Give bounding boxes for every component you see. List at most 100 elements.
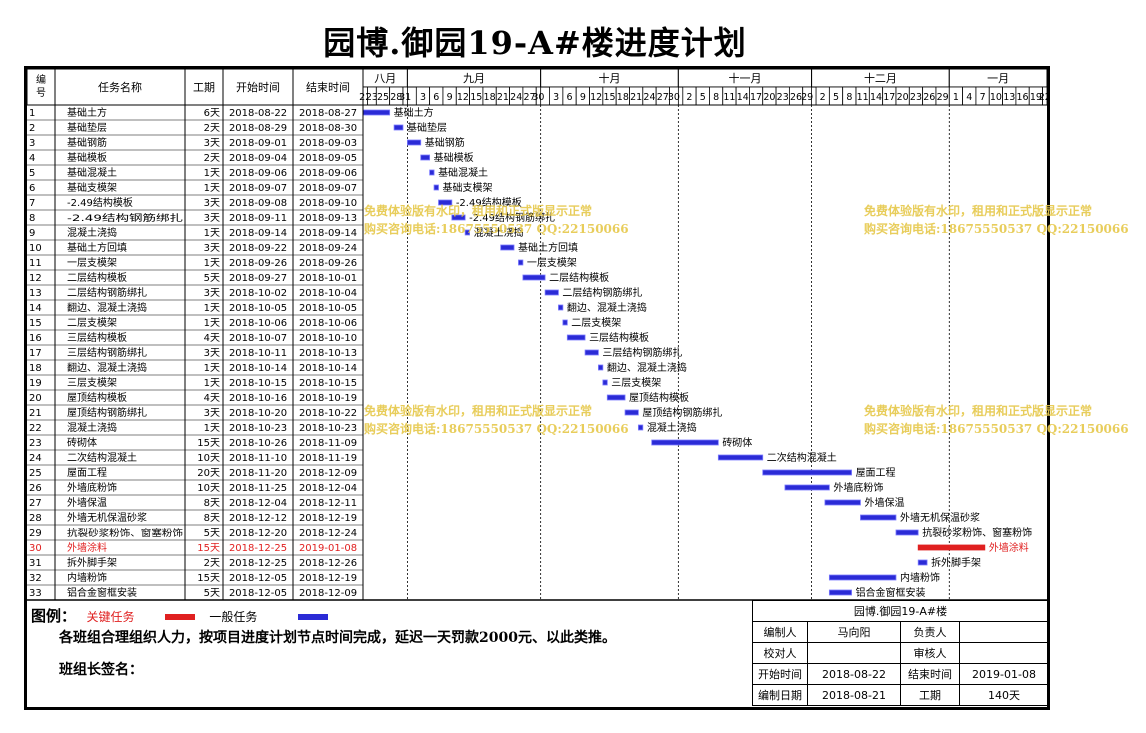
task-name: 抗裂砂浆粉饰、窗塞粉饰	[67, 527, 183, 539]
task-bar-label: 外墙无机保温砂浆	[900, 511, 980, 524]
legend-critical-swatch	[164, 614, 195, 620]
day-label: 22	[1039, 92, 1047, 103]
task-name: 拆外脚手架	[67, 556, 117, 569]
task-bar	[518, 259, 524, 266]
task-start: 2018-09-27	[229, 273, 287, 284]
task-start: 2018-08-29	[229, 123, 287, 134]
task-bar	[464, 229, 470, 236]
task-duration: 1天	[204, 183, 220, 194]
day-label: 12	[590, 92, 602, 103]
task-name: 外墙涂料	[67, 541, 107, 554]
task-start: 2018-10-16	[229, 393, 287, 404]
task-end: 2018-09-14	[299, 228, 357, 239]
task-start: 2018-09-22	[229, 243, 287, 254]
task-bar	[429, 169, 435, 176]
task-bar-label: 二层支模架	[571, 317, 621, 329]
task-name: 二层结构模板	[67, 271, 127, 284]
task-bar	[362, 109, 391, 116]
task-bar	[917, 559, 928, 566]
task-end: 2018-10-13	[299, 348, 357, 359]
day-label: 13	[1003, 92, 1015, 103]
watermark: 免费体验版有水印，租用和正式版显示正常 购买咨询电话:18675550537 Q…	[864, 202, 1129, 238]
task-id: 16	[29, 333, 42, 344]
task-end: 2018-10-19	[299, 393, 357, 404]
day-label: 20	[763, 92, 775, 103]
task-start: 2018-10-05	[229, 303, 287, 314]
info-checker-label: 校对人	[752, 642, 808, 664]
task-name: 二层支模架	[67, 317, 117, 329]
task-name: -2.49结构模板	[67, 196, 133, 209]
day-label: 23	[910, 92, 922, 103]
day-label: 26	[790, 92, 802, 103]
task-id: 23	[29, 438, 42, 449]
legend-label: 图例：	[31, 607, 77, 625]
task-bar-label: 一层支模架	[527, 257, 577, 269]
task-bar	[500, 244, 515, 251]
task-bar-label: 基础土方	[394, 106, 434, 119]
watermark-line: 购买咨询电话:18675550537 QQ:22150066	[864, 422, 1129, 436]
task-end: 2018-09-13	[299, 213, 357, 224]
task-end: 2018-10-04	[299, 288, 357, 299]
task-duration: 10天	[197, 453, 220, 464]
watermark: 免费体验版有水印，租用和正式版显示正常 购买咨询电话:18675550537 Q…	[364, 202, 629, 238]
task-start: 2018-12-20	[229, 528, 287, 539]
task-bar-label: 基础支模架	[443, 181, 493, 194]
task-name: 基础混凝土	[67, 166, 117, 179]
task-bar	[407, 139, 422, 146]
month-label: 八月	[374, 72, 396, 85]
day-label: 27	[657, 92, 669, 103]
task-bar-label: 二次结构混凝土	[767, 451, 837, 464]
task-duration: 4天	[204, 333, 220, 344]
task-name: 三层结构钢筋绑扎	[67, 346, 147, 359]
task-end: 2018-12-19	[299, 513, 357, 524]
header-start: 开始时间	[236, 80, 280, 94]
task-end: 2018-12-24	[299, 528, 357, 539]
task-name: 三层支模架	[67, 377, 117, 389]
task-name: 一层支模架	[67, 257, 117, 269]
watermark: 免费体验版有水印，租用和正式版显示正常 购买咨询电话:18675550537 Q…	[364, 402, 629, 438]
task-start: 2018-10-20	[229, 408, 287, 419]
task-id: 15	[29, 318, 42, 329]
task-bar-label: 外墙涂料	[989, 541, 1029, 554]
task-duration: 1天	[204, 363, 220, 374]
task-id: 20	[29, 393, 42, 404]
task-duration: 4天	[204, 393, 220, 404]
task-name: 外墙底粉饰	[67, 481, 117, 494]
task-duration: 15天	[197, 573, 220, 584]
penalty-note: 各班组合理组织人力，按项目进度计划节点时间完成，延迟一天罚款2000元、以此类推…	[59, 630, 616, 646]
task-name: 混凝土浇捣	[67, 421, 117, 434]
task-start: 2018-12-25	[229, 543, 287, 554]
day-label: 5	[833, 92, 839, 103]
task-id: 28	[29, 513, 42, 524]
task-bar-label: 混凝土浇捣	[474, 226, 524, 239]
task-id: 1	[29, 108, 35, 119]
watermark-line: 购买咨询电话:18675550537 QQ:22150066	[864, 222, 1129, 236]
task-duration: 1天	[204, 303, 220, 314]
task-name: 基础模板	[67, 151, 107, 164]
task-duration: 2天	[204, 558, 220, 569]
task-bar-label: 基础土方回填	[518, 241, 578, 254]
task-start: 2018-10-15	[229, 378, 287, 389]
info-end-label: 结束时间	[900, 663, 960, 685]
day-label: 5	[700, 92, 706, 103]
day-label: 14	[737, 92, 749, 103]
info-dur: 140天	[959, 684, 1049, 706]
day-label: 24	[643, 92, 655, 103]
info-reviewer	[959, 642, 1049, 664]
task-end: 2019-01-08	[299, 543, 357, 554]
task-bar	[451, 214, 466, 221]
task-bar	[584, 349, 599, 356]
task-bar-label: 翻边、混凝土浇捣	[567, 301, 647, 314]
task-id: 17	[29, 348, 42, 359]
task-duration: 8天	[204, 498, 220, 509]
task-duration: 5天	[204, 588, 220, 599]
task-bar-label: 屋顶结构模板	[629, 391, 689, 404]
day-label: 4	[966, 92, 972, 103]
task-bar-label: 屋面工程	[856, 467, 896, 479]
day-label: 17	[883, 92, 895, 103]
task-bar-label: 基础混凝土	[438, 166, 488, 179]
page-title: 园博.御园19-A#楼进度计划	[323, 24, 747, 62]
month-label: 十月	[599, 71, 621, 85]
task-id: 13	[29, 288, 42, 299]
task-duration: 1天	[204, 423, 220, 434]
